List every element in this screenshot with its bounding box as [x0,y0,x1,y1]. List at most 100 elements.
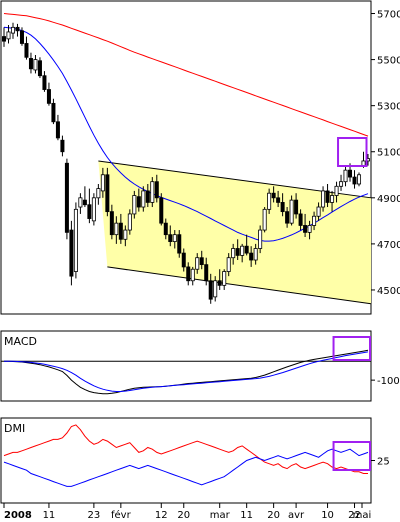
x-tick-label: 11 [43,510,56,521]
macd-panel-frame [0,330,372,402]
candle-body [123,229,128,240]
macd-title: MACD [4,335,37,348]
candle-body [235,248,240,256]
x-tick-label: avr [288,510,305,521]
candle-body [226,257,231,272]
candle-body [262,208,267,231]
candle-body [181,252,186,268]
x-tick-label: mai [353,510,372,521]
x-tick-label: 10 [321,510,334,521]
dmi-minus-line [3,448,369,487]
candle-body [10,26,15,34]
candle-body [55,121,60,139]
candle-body [2,36,7,42]
x-tick-label: 20 [267,510,280,521]
candle-body [64,162,69,233]
price-highlight-box [337,137,368,167]
candle-body [145,190,150,203]
candle-body [271,192,276,199]
candle-body [352,176,357,185]
trend-channel-lower-line [107,266,372,305]
x-tick-label: 11 [240,510,253,521]
candlestick-series [2,22,370,304]
candle-body [339,181,344,187]
candle-body [172,234,177,242]
candle-body [69,229,74,277]
macd-y-tick-label: -100 [377,376,400,387]
candle-body [312,215,317,226]
candle-body [141,190,146,208]
macd-signal-line [4,351,369,392]
price-y-tick-label: 5300 [377,102,400,113]
candle-body [285,211,290,224]
candle-body [303,225,308,233]
candle-body [51,102,56,123]
candle-body [280,202,285,213]
candle-body [159,197,164,224]
candle-body [222,271,227,286]
candle-body [357,174,362,185]
candle-body [321,190,326,208]
candle-body [334,185,339,196]
candle-body [96,188,101,199]
x-tick-label: 2008 [4,510,32,521]
candle-body [37,60,42,77]
moving-average-short-line [3,26,369,242]
candle-body [168,234,173,242]
candle-body [91,197,96,222]
x-tick-label: 22 [348,510,361,521]
candle-body [24,43,29,58]
candle-body [361,160,366,166]
candle-body [231,248,236,259]
candle-body [330,195,335,203]
trend-channel-fill [98,160,372,304]
price-y-axis: 4500 4700 4900 5100 5300 5500 5700 [371,10,400,297]
candle-body [307,225,312,233]
candle-body [276,197,281,203]
price-y-tick-label: 4900 [377,194,400,205]
candle-body [87,204,92,219]
candle-body [73,208,78,272]
price-panel: 4500 4700 4900 5100 5300 5500 5700 [0,0,400,315]
x-tick-label: 23 [88,510,101,521]
candle-body [190,268,195,282]
candle-body [19,30,24,44]
candle-body [127,213,132,231]
candle-body [118,222,123,240]
candle-body [100,174,105,192]
macd-line [4,349,369,395]
macd-y-axis: -100 [371,376,400,387]
candle-body [150,181,155,203]
candle-body [217,280,222,286]
dmi-plus-line [3,424,368,474]
candle-body [33,59,38,71]
candle-body [177,234,182,254]
candle-body [267,192,272,210]
candle-body [60,139,65,153]
candle-body [195,257,200,270]
price-y-tick-label: 5700 [377,10,400,21]
candle-body [289,199,294,224]
x-tick-label: 20 [177,510,190,521]
x-tick-label: 12 [155,510,168,521]
candle-body [6,31,11,40]
candle-body [316,206,321,217]
candle-body [294,199,299,215]
candle-body [42,75,47,90]
price-y-tick-label: 4700 [377,240,400,251]
dmi-highlight-box [332,441,372,471]
candle-body [154,181,159,199]
candle-body [105,174,110,213]
candle-body [258,229,263,249]
x-tick-label: févr [111,509,132,521]
candle-body [208,280,213,300]
moving-average-long-line [3,13,369,137]
candle-body [343,169,348,183]
candle-body [114,222,119,236]
candle-body [186,266,191,282]
candle-body [298,213,303,226]
candle-body [136,196,141,208]
candle-body [249,252,254,261]
